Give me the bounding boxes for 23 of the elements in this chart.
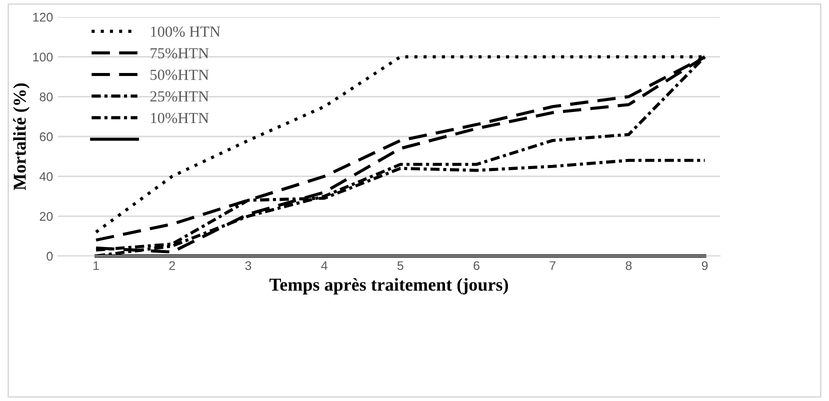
y-tick-label: 0 [46, 252, 53, 261]
x-tick-label: 3 [245, 261, 252, 270]
y-tick-label: 40 [40, 172, 53, 181]
x-tick-label: 1 [94, 261, 99, 270]
y-tick-label: 20 [40, 212, 53, 221]
x-tick-label: 5 [397, 261, 404, 270]
y-axis-title: Mortalité (%) [13, 83, 30, 190]
y-tick-label: 120 [33, 12, 53, 22]
y-tick-label: 100 [33, 52, 53, 62]
x-tick-label: 4 [321, 261, 328, 270]
x-tick-label: 8 [626, 261, 632, 270]
legend-label: 25%HTN [150, 91, 209, 102]
x-axis-title: Temps après traitement (jours) [270, 278, 508, 294]
legend-label: 50%HTN [150, 70, 209, 80]
x-tick-label: 6 [474, 261, 480, 270]
legend-label: 100% HTN [151, 26, 220, 37]
x-tick-label: 2 [169, 261, 175, 270]
y-tick-label: 60 [40, 132, 53, 142]
y-tick-label: 80 [40, 92, 53, 102]
legend-label: 10%HTN [151, 112, 209, 124]
x-tick-label: 7 [550, 261, 556, 270]
legend-label: 75%HTN [150, 48, 209, 58]
x-tick-label: 9 [702, 261, 708, 270]
